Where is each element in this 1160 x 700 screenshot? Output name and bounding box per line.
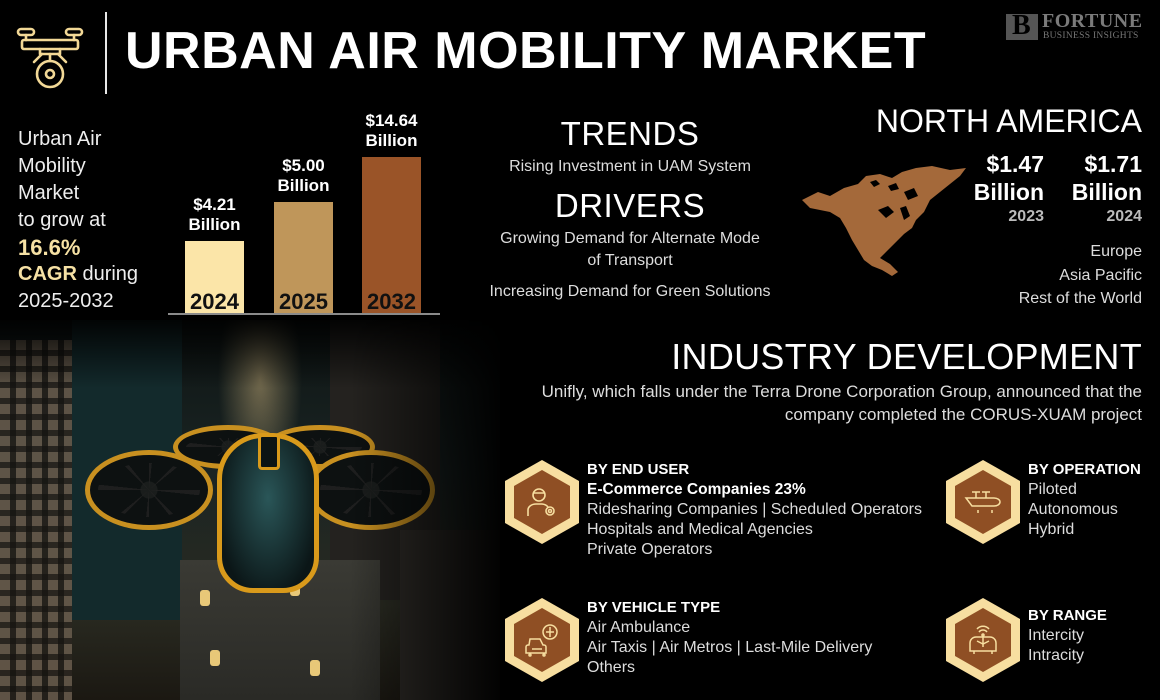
segment-title: BY RANGE <box>1028 607 1107 624</box>
bar-value-label: $14.64 Billion <box>365 111 418 150</box>
segment-line: Hybrid <box>1028 521 1075 538</box>
cagr-during: during <box>76 263 139 285</box>
rotor <box>173 425 283 469</box>
segment-line: Autonomous <box>1028 501 1118 518</box>
air-taxi-icon <box>514 608 570 672</box>
car <box>210 650 220 666</box>
car <box>310 660 320 676</box>
region-item: Rest of the World <box>1018 290 1142 307</box>
cagr-line: CAGR during <box>18 261 138 288</box>
trend-item: Rising Investment in UAM System <box>509 158 751 175</box>
rotor <box>265 425 375 469</box>
segment-line: Others <box>587 659 636 676</box>
segment-text: BY OPERATION Piloted Autonomous Hybrid <box>1028 460 1141 540</box>
growth-line: Urban Air <box>18 128 102 150</box>
fbi-logo-icon <box>1006 14 1038 40</box>
driver-item: Growing Demand for Alternate Mode of Tra… <box>500 230 760 269</box>
street <box>180 560 380 700</box>
na-value-2024: $1.71 Billion 2024 <box>1071 151 1142 225</box>
rotor <box>307 450 435 530</box>
building <box>400 530 500 700</box>
region-item: Europe <box>1090 243 1142 260</box>
bar-year: 2032 <box>367 289 416 314</box>
segment-line: Ridesharing Companies | Scheduled Operat… <box>587 501 923 518</box>
bar-year: 2025 <box>279 289 328 314</box>
segment-line: Intracity <box>1028 647 1085 664</box>
segment-title: BY OPERATION <box>1028 461 1141 478</box>
industry-development-title: INDUSTRY DEVELOPMENT <box>671 336 1142 377</box>
flying-taxi-city-photo <box>0 320 500 700</box>
region-item: Asia Pacific <box>1059 266 1142 284</box>
other-regions-list: Europe Asia Pacific Rest of the World <box>960 240 1142 311</box>
cabin <box>217 433 319 593</box>
bar-2032: $14.64 Billion 2032 <box>362 111 421 314</box>
industry-development-text: Unifly, which falls under the Terra Dron… <box>541 382 1142 424</box>
segment-line: Piloted <box>1028 481 1077 498</box>
chart-baseline <box>168 313 440 315</box>
drivers-title: DRIVERS <box>554 187 706 224</box>
segment-line: Private Operators <box>587 541 713 558</box>
segment-text: BY END USER E-Commerce Companies 23% Rid… <box>587 460 922 560</box>
bar-2024: $4.21 Billion 2024 <box>185 195 244 314</box>
building <box>330 320 440 600</box>
bar-value-label: $4.21 Billion <box>188 195 241 234</box>
cagr-value: 16.6% <box>18 235 81 260</box>
segment-text: BY VEHICLE TYPE Air Ambulance Air Taxis … <box>587 598 872 678</box>
bar-2025: $5.00 Billion 2025 <box>274 156 333 314</box>
segment-highlight: E-Commerce Companies 23% <box>587 481 806 498</box>
growth-summary: Urban Air Mobility Market to grow at 16.… <box>18 126 138 315</box>
segment-line: Hospitals and Medical Agencies <box>587 521 813 538</box>
north-america-title: NORTH AMERICA <box>875 103 1142 139</box>
building <box>72 320 182 620</box>
segment-line: Air Taxis | Air Metros | Last-Mile Deliv… <box>587 639 873 656</box>
logo-name: FORTUNE <box>1042 10 1143 32</box>
logo-tagline: BUSINESS INSIGHTS <box>1043 31 1139 41</box>
segment-title: BY END USER <box>587 461 690 478</box>
building <box>0 340 72 700</box>
segment-line: Air Ambulance <box>587 619 691 636</box>
driver-item: Increasing Demand for Green Solutions <box>489 283 771 300</box>
trends-drivers: TRENDS Rising Investment in UAM System D… <box>480 112 780 303</box>
evtol-vehicle <box>85 425 445 595</box>
drone-icon <box>16 26 84 90</box>
page-title: URBAN AIR MOBILITY MARKET <box>125 22 927 80</box>
north-america-map-icon <box>800 162 970 282</box>
bar-value-label: $5.00 Billion <box>277 156 330 195</box>
car <box>290 580 300 596</box>
connected-car-icon <box>955 608 1011 672</box>
market-size-bar-chart: $4.21 Billion 2024 $5.00 Billion 2025 $14.… <box>168 100 440 315</box>
trends-title: TRENDS <box>560 115 700 152</box>
na-value-2023: $1.47 Billion 2023 <box>973 151 1044 225</box>
growth-line: to grow at <box>18 209 106 231</box>
growth-line: Market <box>18 182 80 204</box>
fortune-business-insights-logo: FORTUNE BUSINESS INSIGHTS <box>1006 10 1146 42</box>
bar-year: 2024 <box>190 289 239 314</box>
growth-line: Mobility <box>18 155 86 177</box>
segment-title: BY VEHICLE TYPE <box>587 599 721 616</box>
segment-text: BY RANGE Intercity Intracity <box>1028 606 1107 666</box>
rotor <box>85 450 213 530</box>
car <box>200 590 210 606</box>
forecast-period: 2025-2032 <box>18 290 114 312</box>
segment-line: Intercity <box>1028 627 1085 644</box>
header-divider <box>105 12 107 94</box>
cagr-label: CAGR <box>18 263 77 285</box>
